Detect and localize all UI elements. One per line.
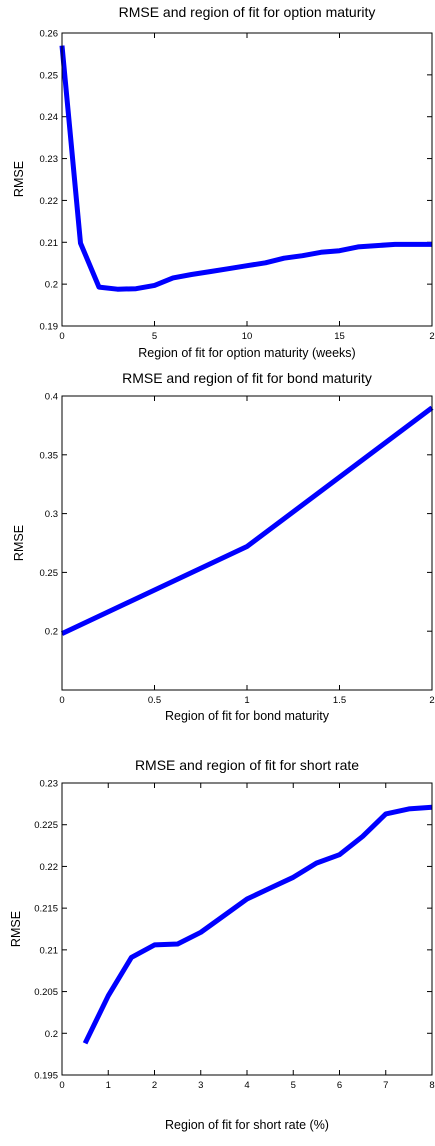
x-tick-label: 2 <box>152 1080 157 1091</box>
y-tick-label: 0.3 <box>45 509 58 520</box>
chart-bond-maturity-svg: RMSE and region of fit for bond maturity… <box>12 370 435 723</box>
chart-option-maturity-svg: RMSE and region of fit for option maturi… <box>12 4 435 360</box>
y-tick-label: 0.22 <box>40 862 59 873</box>
chart-bond-maturity: RMSE and region of fit for bond maturity… <box>0 370 435 750</box>
chart-title: RMSE and region of fit for option maturi… <box>119 4 376 20</box>
x-tick-label: 0 <box>59 331 64 342</box>
x-tick-label: 6 <box>337 1080 342 1091</box>
y-tick-label: 0.225 <box>34 820 58 831</box>
x-tick-label: 2 <box>429 695 434 706</box>
y-tick-label: 0.215 <box>34 904 58 915</box>
y-axis-label: RMSE <box>12 525 26 561</box>
rmse-line <box>82 804 433 1045</box>
y-tick-label: 0.25 <box>40 70 59 81</box>
y-tick-label: 0.23 <box>40 779 59 790</box>
y-tick-label: 0.4 <box>45 392 58 403</box>
y-axis-label: RMSE <box>12 161 26 197</box>
y-tick-label: 0.21 <box>40 238 59 249</box>
x-tick-label: 0 <box>59 1080 64 1091</box>
x-tick-label: 1.5 <box>333 695 346 706</box>
rmse-line <box>59 45 432 292</box>
y-tick-label: 0.22 <box>40 196 59 207</box>
y-tick-label: 0.195 <box>34 1071 58 1082</box>
plot-frame <box>61 32 433 327</box>
y-tick-label: 0.2 <box>45 280 58 291</box>
y-tick-label: 0.21 <box>40 945 59 956</box>
x-tick-label: 8 <box>429 1080 434 1091</box>
chart-short-rate: RMSE and region of fit for short rate 0 1… <box>0 750 435 1141</box>
chart-title: RMSE and region of fit for bond maturity <box>122 370 372 386</box>
x-tick-label: 5 <box>291 1080 296 1091</box>
y-tick-label: 0.2 <box>45 627 58 638</box>
y-tick-label: 0.23 <box>40 154 59 165</box>
x-tick-label: 4 <box>244 1080 249 1091</box>
y-tick-label: 0.25 <box>40 568 59 579</box>
x-tick-label: 1 <box>106 1080 111 1091</box>
y-tick-label: 0.24 <box>40 112 59 123</box>
chart-title: RMSE and region of fit for short rate <box>135 757 359 773</box>
x-tick-label: 2 <box>429 331 434 342</box>
x-tick-label: 15 <box>334 331 345 342</box>
plot-frame <box>61 395 433 691</box>
x-tick-label: 3 <box>198 1080 203 1091</box>
x-axis-label: Region of fit for option maturity (weeks… <box>138 346 355 360</box>
plot-frame <box>61 782 433 1076</box>
x-tick-label: 0 <box>59 695 64 706</box>
x-tick-label: 0.5 <box>148 695 161 706</box>
x-tick-label: 5 <box>152 331 157 342</box>
x-tick-label: 1 <box>244 695 249 706</box>
y-tick-label: 0.2 <box>45 1029 58 1040</box>
x-axis-label: Region of fit for bond maturity <box>165 709 330 723</box>
chart-short-rate-svg: RMSE and region of fit for short rate 0 1… <box>9 757 435 1132</box>
y-tick-label: 0.26 <box>40 29 59 40</box>
rmse-line <box>60 405 434 636</box>
y-tick-label: 0.205 <box>34 987 58 998</box>
y-axis-label: RMSE <box>9 911 23 947</box>
x-tick-label: 7 <box>383 1080 388 1091</box>
chart-option-maturity: RMSE and region of fit for option maturi… <box>0 0 435 370</box>
y-tick-label: 0.35 <box>40 450 59 461</box>
y-tick-label: 0.19 <box>40 322 59 333</box>
x-axis-label: Region of fit for short rate (%) <box>165 1118 329 1132</box>
x-tick-label: 10 <box>242 331 253 342</box>
